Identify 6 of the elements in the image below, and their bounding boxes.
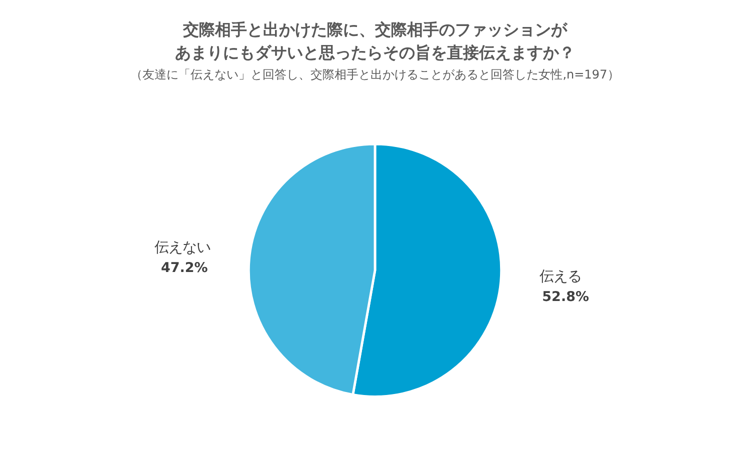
data-label: 47.2% — [160, 260, 208, 276]
chart-title: 交際相手と出かけた際に、交際相手のファッションがあまりにもダサいと思ったらその旨を直接伝えますか？ — [175, 20, 575, 62]
chart-subtitle: （友達に「伝えない」と回答し、交際相手と出かけることがあると回答した女性,n=197） — [130, 67, 620, 82]
slice-label: 伝える — [539, 268, 582, 285]
slice-label: 伝えない — [154, 240, 211, 256]
data-label: 52.8% — [542, 289, 590, 306]
